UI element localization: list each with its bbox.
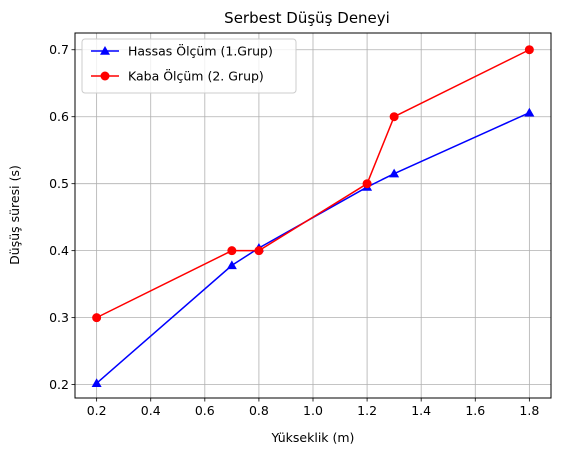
data-point [524,45,534,55]
legend-item-2: Kaba Ölçüm (2. Grup) [91,68,264,84]
x-tick-label: 1.8 [519,403,539,418]
series-2 [92,45,534,323]
y-tick-label: 0.4 [49,243,69,258]
data-point [92,313,102,323]
data-point [91,378,102,388]
y-tick-label: 0.5 [49,176,69,191]
legend-marker [100,71,110,81]
x-tick-label: 1.2 [357,403,377,418]
grid-lines [75,33,551,398]
legend-label: Hassas Ölçüm (1.Grup) [128,43,273,59]
chart-title: Serbest Düşüş Deneyi [224,9,390,27]
data-point [389,112,399,122]
legend-marker [100,46,110,55]
y-axis-label: Düşüş süresi (s) [7,165,22,265]
x-tick-label: 0.2 [87,403,107,418]
legend-items: Hassas Ölçüm (1.Grup) Kaba Ölçüm (2. Grup… [91,43,273,84]
x-tick-label: 1.4 [411,403,431,418]
x-tick-label: 0.4 [141,403,161,418]
x-axis-label: Yükseklik (m) [271,430,355,445]
y-tick-label: 0.7 [49,42,69,57]
legend-frame [81,38,297,94]
data-point [226,260,237,270]
y-tick-label: 0.2 [49,377,69,392]
axis-ticks: 0.2 0.4 0.6 0.8 1.0 1.2 1.4 1.6 1.8 0.2 0.3 0.4 0.5 0… [49,42,539,418]
legend-item-1: Hassas Ölçüm (1.Grup) [91,43,273,59]
x-tick-label: 0.6 [195,403,215,418]
data-point [227,246,237,256]
series-layer [91,45,535,388]
y-tick-label: 0.6 [49,109,69,124]
series-line [96,49,530,319]
data-point [362,179,372,189]
x-tick-label: 1.6 [465,403,485,418]
x-tick-label: 1.0 [303,403,323,418]
legend: Hassas Ölçüm (1.Grup) Kaba Ölçüm (2. Grup… [81,38,297,94]
x-tick-label: 0.8 [249,403,269,418]
y-tick-label: 0.3 [49,310,69,325]
data-point [389,168,400,178]
data-point [254,246,264,256]
data-point [524,107,535,117]
legend-label: Kaba Ölçüm (2. Grup) [128,68,264,84]
